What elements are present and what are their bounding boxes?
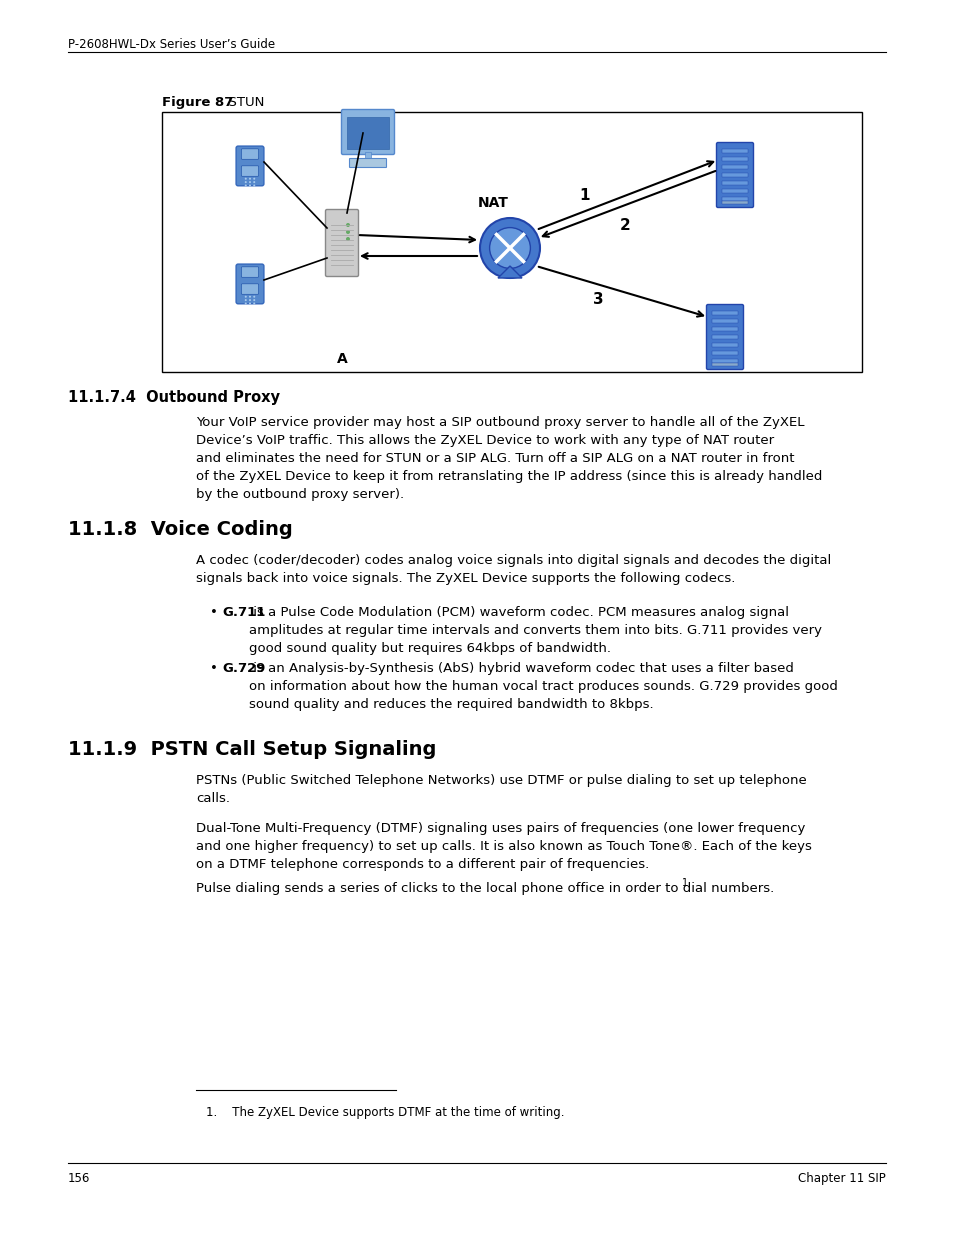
Text: 156: 156: [68, 1172, 91, 1186]
Circle shape: [253, 182, 255, 183]
Text: Pulse dialing sends a series of clicks to the local phone office in order to dia: Pulse dialing sends a series of clicks t…: [195, 882, 774, 895]
Text: is an Analysis-by-Synthesis (AbS) hybrid waveform codec that uses a filter based: is an Analysis-by-Synthesis (AbS) hybrid…: [249, 662, 837, 711]
Bar: [721, 189, 747, 193]
FancyBboxPatch shape: [325, 210, 358, 277]
Circle shape: [245, 303, 247, 305]
Circle shape: [479, 219, 539, 278]
Circle shape: [249, 295, 251, 298]
Text: 11.1.8  Voice Coding: 11.1.8 Voice Coding: [68, 520, 293, 538]
FancyBboxPatch shape: [349, 158, 386, 168]
Circle shape: [249, 184, 251, 186]
FancyBboxPatch shape: [235, 264, 264, 304]
Text: Dual-Tone Multi-Frequency (DTMF) signaling uses pairs of frequencies (one lower : Dual-Tone Multi-Frequency (DTMF) signali…: [195, 823, 811, 871]
Circle shape: [245, 299, 247, 301]
Text: A codec (coder/decoder) codes analog voice signals into digital signals and deco: A codec (coder/decoder) codes analog voi…: [195, 555, 830, 585]
Bar: [721, 198, 747, 201]
Circle shape: [346, 230, 350, 233]
Circle shape: [249, 182, 251, 183]
Bar: [721, 173, 747, 177]
Bar: [721, 182, 747, 185]
Bar: [711, 311, 738, 315]
Circle shape: [253, 303, 255, 305]
Bar: [711, 319, 738, 324]
Bar: [711, 343, 738, 347]
Bar: [711, 335, 738, 338]
Bar: [711, 363, 738, 366]
Circle shape: [346, 237, 350, 241]
Text: •: •: [210, 606, 217, 619]
Circle shape: [249, 178, 251, 180]
Text: 1: 1: [681, 878, 687, 888]
FancyBboxPatch shape: [235, 146, 264, 185]
Bar: [721, 149, 747, 153]
Text: is a Pulse Code Modulation (PCM) waveform codec. PCM measures analog signal
ampl: is a Pulse Code Modulation (PCM) wavefor…: [249, 606, 821, 655]
Text: G.729: G.729: [222, 662, 265, 676]
Circle shape: [346, 224, 350, 227]
Bar: [711, 359, 738, 363]
Bar: [365, 152, 371, 161]
Circle shape: [253, 295, 255, 298]
Text: PSTNs (Public Switched Telephone Networks) use DTMF or pulse dialing to set up t: PSTNs (Public Switched Telephone Network…: [195, 774, 806, 805]
Circle shape: [249, 303, 251, 305]
Circle shape: [249, 299, 251, 301]
Bar: [721, 201, 747, 204]
Bar: [347, 117, 389, 149]
Circle shape: [253, 184, 255, 186]
Circle shape: [245, 178, 247, 180]
Bar: [721, 165, 747, 169]
Text: 1: 1: [579, 189, 590, 204]
Text: 11.1.9  PSTN Call Setup Signaling: 11.1.9 PSTN Call Setup Signaling: [68, 740, 436, 760]
FancyBboxPatch shape: [706, 305, 742, 369]
Text: 2: 2: [619, 219, 630, 233]
Text: Your VoIP service provider may host a SIP outbound proxy server to handle all of: Your VoIP service provider may host a SI…: [195, 416, 821, 501]
Bar: [162, 112, 862, 372]
FancyBboxPatch shape: [241, 148, 258, 159]
FancyBboxPatch shape: [241, 284, 258, 294]
Polygon shape: [497, 266, 521, 278]
Text: 3: 3: [592, 293, 602, 308]
Text: 1.    The ZyXEL Device supports DTMF at the time of writing.: 1. The ZyXEL Device supports DTMF at the…: [206, 1107, 564, 1119]
Text: •: •: [210, 662, 217, 676]
Text: NAT: NAT: [477, 196, 508, 210]
Text: 11.1.7.4  Outbound Proxy: 11.1.7.4 Outbound Proxy: [68, 390, 280, 405]
Circle shape: [245, 182, 247, 183]
FancyBboxPatch shape: [716, 142, 753, 207]
Bar: [355, 161, 379, 164]
FancyBboxPatch shape: [241, 267, 258, 278]
Bar: [721, 157, 747, 161]
Circle shape: [253, 178, 255, 180]
Text: Chapter 11 SIP: Chapter 11 SIP: [798, 1172, 885, 1186]
Circle shape: [253, 299, 255, 301]
Circle shape: [245, 184, 247, 186]
Text: STUN: STUN: [220, 96, 264, 109]
Text: A: A: [336, 352, 347, 366]
Bar: [711, 327, 738, 331]
Circle shape: [245, 295, 247, 298]
Circle shape: [489, 227, 530, 268]
FancyBboxPatch shape: [341, 110, 395, 154]
FancyBboxPatch shape: [241, 165, 258, 177]
Text: G.711: G.711: [222, 606, 265, 619]
Bar: [711, 351, 738, 354]
Text: P-2608HWL-Dx Series User’s Guide: P-2608HWL-Dx Series User’s Guide: [68, 38, 274, 51]
Text: Figure 87: Figure 87: [162, 96, 233, 109]
